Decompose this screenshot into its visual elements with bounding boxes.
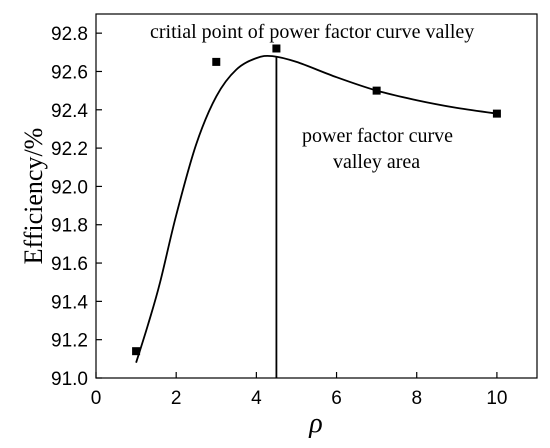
y-tick-label: 92.8 [51, 24, 88, 45]
annotation-valley-area-line2: valley area [333, 151, 420, 173]
x-tick-label: 6 [331, 388, 342, 409]
y-ticks: 91.0 91.2 91.4 91.6 91.8 92.0 92.2 92.4 92.6 92.8 [51, 24, 102, 390]
y-tick-label: 91.6 [51, 254, 88, 275]
y-tick-label: 91.8 [51, 216, 88, 237]
fit-curve [135, 54, 498, 363]
data-point [492, 109, 501, 118]
y-tick-label: 92.0 [51, 177, 88, 198]
x-tick-label: 0 [91, 388, 102, 409]
data-point [372, 86, 381, 95]
data-point [212, 57, 221, 66]
data-point [132, 347, 141, 356]
data-point [272, 44, 281, 53]
annotation-valley-area-line1: power factor curve [302, 125, 453, 147]
y-tick-label: 91.0 [51, 369, 88, 390]
x-ticks: 0 2 4 6 8 10 [91, 372, 507, 409]
y-tick-label: 92.6 [51, 62, 88, 83]
x-tick-label: 2 [171, 388, 182, 409]
x-axis-title: ρ [308, 408, 322, 439]
y-tick-label: 91.4 [51, 292, 88, 313]
y-tick-label: 91.2 [51, 331, 88, 352]
x-tick-label: 8 [411, 388, 422, 409]
annotation-critical-point: critial point of power factor curve vall… [150, 21, 474, 43]
plot-frame [95, 13, 538, 379]
y-tick-label: 92.4 [51, 101, 88, 122]
x-tick-label: 4 [251, 388, 262, 409]
y-axis-title: Efficiency/% [19, 128, 48, 265]
y-tick-label: 92.2 [51, 139, 88, 160]
x-tick-label: 10 [486, 388, 507, 409]
data-points [132, 44, 501, 356]
